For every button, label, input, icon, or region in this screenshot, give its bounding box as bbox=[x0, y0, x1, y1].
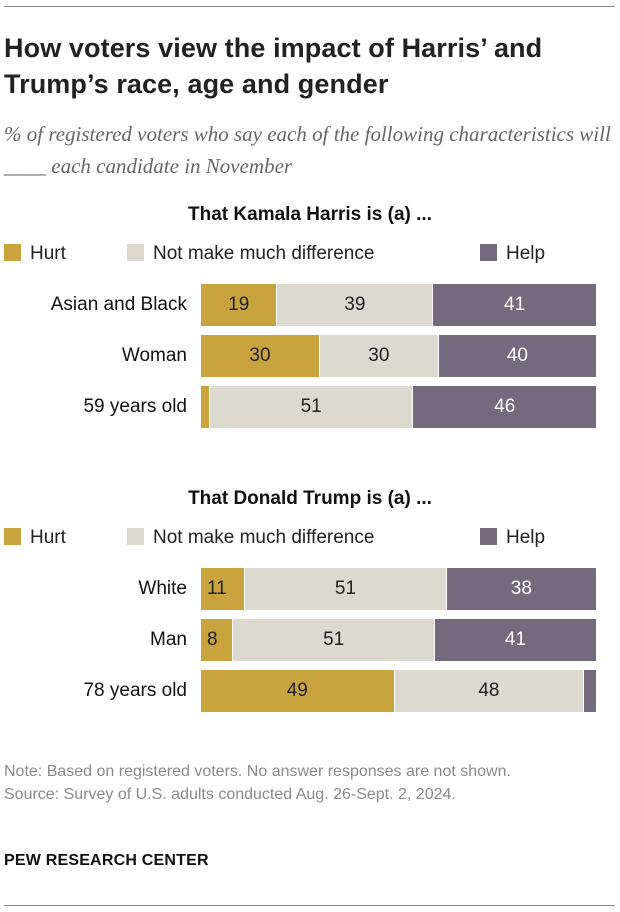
row-label-59-years-old: 59 years old bbox=[83, 396, 187, 417]
data-label: 41 bbox=[504, 629, 527, 650]
bar-segment-hurt: 8 bbox=[201, 619, 233, 661]
legend-item-help: Help bbox=[480, 527, 545, 549]
organization-label: PEW RESEARCH CENTER bbox=[4, 852, 209, 869]
bar-segment-hurt bbox=[201, 386, 209, 428]
data-label: 30 bbox=[368, 345, 390, 366]
row-label-78-years-old: 78 years old bbox=[83, 680, 187, 701]
data-label: 8 bbox=[207, 629, 218, 650]
stacked-bar-man: 8 51 41 bbox=[201, 619, 597, 661]
legend-swatch bbox=[4, 244, 21, 261]
bar-segment-not-make-much-difference: 51 bbox=[208, 386, 413, 428]
legend-label: Not make much difference bbox=[153, 527, 375, 548]
legend-item-not-make-much-difference: Not make much difference bbox=[127, 243, 374, 265]
data-label: 40 bbox=[506, 345, 528, 366]
panel-title: That Donald Trump is (a) ... bbox=[188, 488, 432, 509]
legend-item-hurt: Hurt bbox=[4, 527, 66, 549]
bar-segment-not-make-much-difference: 51 bbox=[232, 619, 434, 661]
data-label: 41 bbox=[504, 294, 526, 315]
legend-item-hurt: Hurt bbox=[4, 243, 66, 265]
bar-segment-hurt: 19 bbox=[201, 284, 277, 326]
data-label: 51 bbox=[300, 396, 322, 417]
bar-segment-help: 40 bbox=[437, 335, 597, 377]
bottom-rule bbox=[4, 905, 615, 906]
data-label: 11 bbox=[207, 578, 227, 599]
bar-segment-hurt: 49 bbox=[201, 670, 394, 712]
legend-label: Hurt bbox=[30, 527, 66, 548]
bar-segment-help: 41 bbox=[433, 619, 597, 661]
legend-label: Not make much difference bbox=[153, 243, 375, 264]
legend-swatch bbox=[480, 244, 497, 261]
notes: Note: Based on registered voters. No ans… bbox=[4, 760, 604, 806]
stacked-bar-asian-and-black: 19 39 41 bbox=[201, 284, 596, 326]
legend-label: Hurt bbox=[30, 243, 66, 264]
data-label: 51 bbox=[323, 629, 345, 650]
chart-title: How voters view the impact of Harris’ an… bbox=[4, 33, 543, 99]
row-label-asian-and-black: Asian and Black bbox=[50, 294, 187, 315]
legend-swatch bbox=[127, 528, 144, 545]
legend-item-help: Help bbox=[480, 243, 545, 265]
bar-segment-not-make-much-difference: 39 bbox=[276, 284, 433, 326]
data-label: 19 bbox=[228, 294, 250, 315]
bar-segment-hurt: 11 bbox=[201, 568, 245, 610]
legend-swatch bbox=[127, 244, 144, 261]
data-label: 38 bbox=[510, 578, 532, 599]
row-label-white: White bbox=[138, 578, 187, 599]
legend-label: Help bbox=[506, 243, 546, 264]
data-label: 48 bbox=[478, 680, 500, 701]
note-text: Note: Based on registered voters. No ans… bbox=[4, 763, 511, 780]
legend-swatch bbox=[480, 528, 497, 545]
panel-title: That Kamala Harris is (a) ... bbox=[188, 204, 432, 225]
row-label-woman: Woman bbox=[121, 345, 187, 366]
data-label: 49 bbox=[286, 680, 308, 701]
bar-segment-not-make-much-difference: 30 bbox=[318, 335, 438, 377]
chart-subtitle: % of registered voters who say each of t… bbox=[4, 122, 611, 178]
stacked-bar-woman: 30 30 40 bbox=[201, 335, 597, 377]
top-rule bbox=[4, 6, 615, 7]
row-label-man: Man bbox=[150, 629, 187, 650]
legend-label: Help bbox=[506, 527, 546, 548]
bar-segment-not-make-much-difference: 51 bbox=[244, 568, 446, 610]
data-label: 51 bbox=[334, 578, 357, 599]
stacked-bar-78-years-old: 49 48 bbox=[201, 670, 596, 712]
bar-segment-not-make-much-difference: 48 bbox=[393, 670, 584, 712]
bar-segment-help: 41 bbox=[432, 284, 596, 326]
bar-segment-hurt: 30 bbox=[201, 335, 319, 377]
stacked-bar-white: 11 51 38 bbox=[201, 568, 596, 610]
bar-segment-help: 38 bbox=[445, 568, 596, 610]
legend-item-not-make-much-difference: Not make much difference bbox=[127, 527, 374, 549]
source-text: Source: Survey of U.S. adults conducted … bbox=[4, 786, 456, 803]
data-label: 30 bbox=[249, 345, 271, 366]
stacked-bar-59-years-old: 51 46 bbox=[201, 386, 596, 428]
bar-segment-help: 46 bbox=[412, 386, 596, 428]
legend-swatch bbox=[4, 528, 21, 545]
bar-segment-help bbox=[583, 670, 596, 712]
data-label: 39 bbox=[344, 294, 366, 315]
data-label: 46 bbox=[494, 396, 516, 417]
